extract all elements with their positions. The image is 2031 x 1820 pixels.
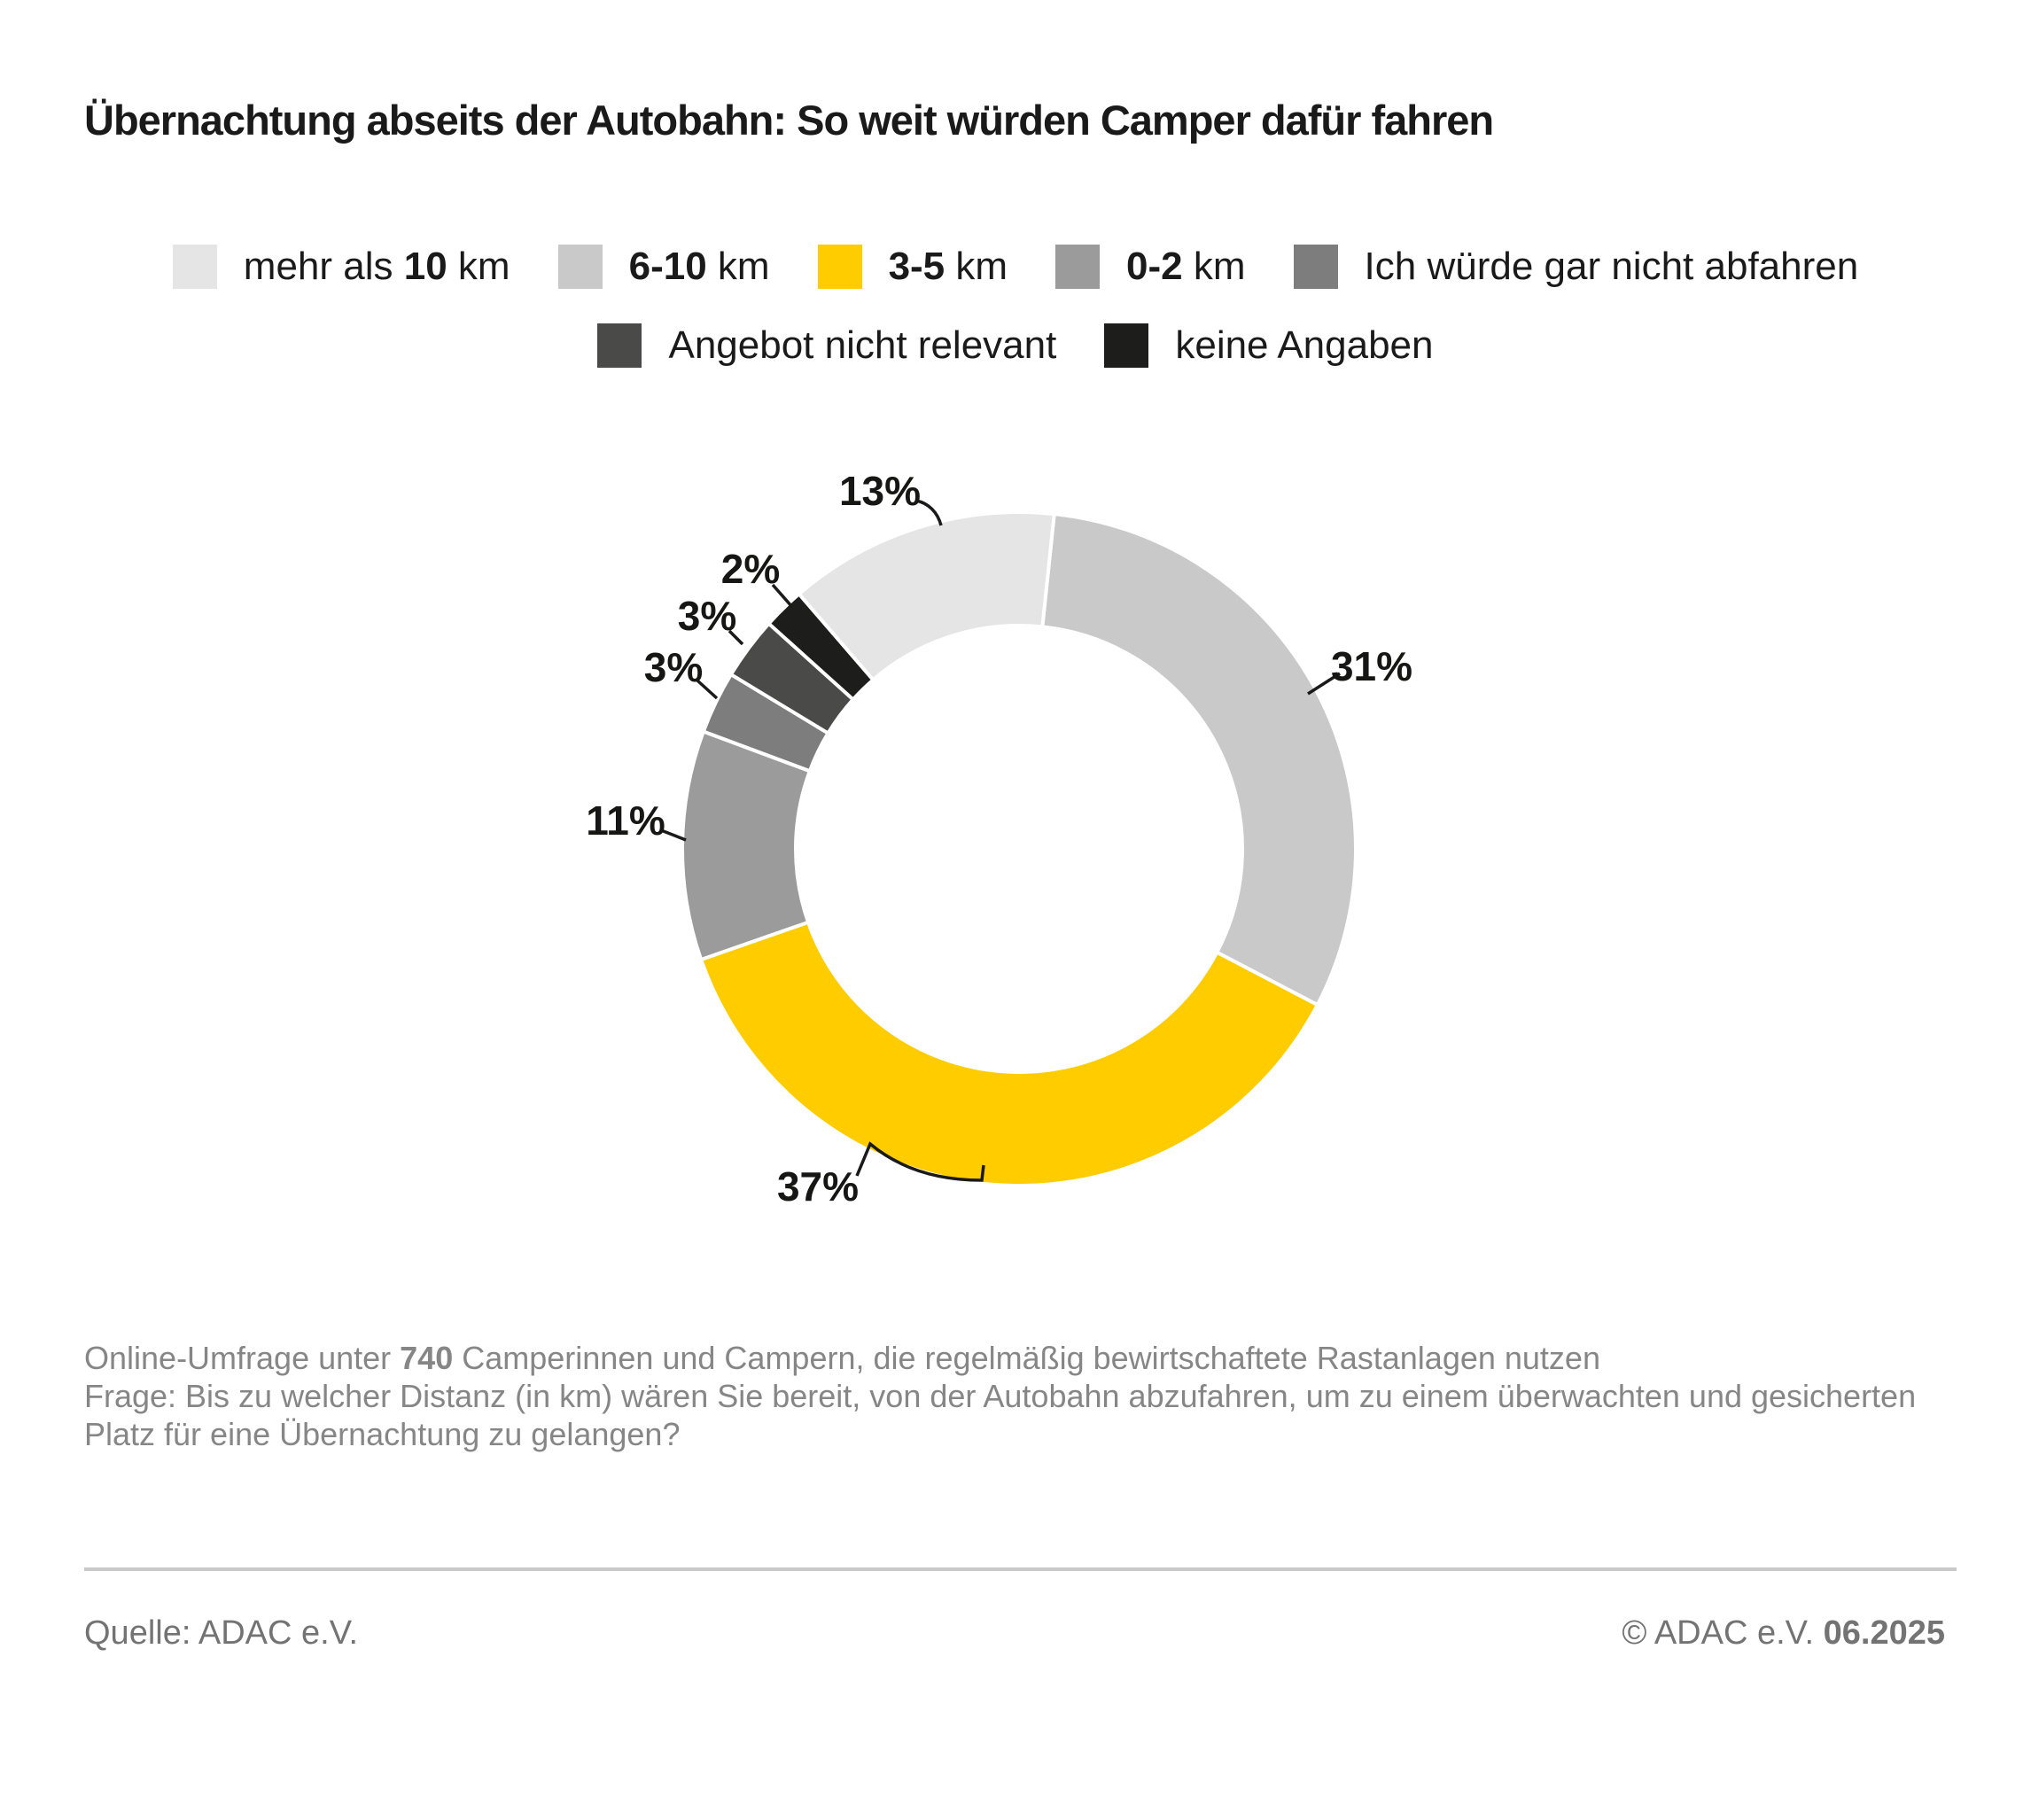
donut-slice-3-5-km xyxy=(698,920,1320,1187)
legend-item-3-5-km: 3-5 km xyxy=(817,245,1008,289)
legend-swatch-icon xyxy=(557,245,603,289)
donut-slice-6-10-km xyxy=(1040,511,1358,1007)
footnote-question: Frage: Bis zu welcher Distanz (in km) wä… xyxy=(84,1377,1917,1452)
slice-value-label: 13% xyxy=(839,468,921,514)
slice-value-label: 37% xyxy=(777,1163,859,1209)
legend-item-angebot-nicht-relevant: Angebot nicht relevant xyxy=(597,323,1056,368)
label-leader-line xyxy=(771,583,794,609)
slice-value-label: 3% xyxy=(678,593,736,639)
legend-item-mehr-als-10-km: mehr als 10 km xyxy=(172,245,510,289)
label-leader-line xyxy=(1307,672,1341,696)
footnote-sample-post: Camperinnen und Campern, die regelmäßig … xyxy=(453,1340,1600,1376)
chart-legend: mehr als 10 km 6-10 km 3-5 km 0-2 km Ich wür… xyxy=(0,245,2031,368)
legend-label: 0-2 km xyxy=(1126,245,1246,288)
donut-chart: 13% 31% 37% 11% 3% 3% 2% xyxy=(496,416,1542,1303)
legend-label: Angebot nicht relevant xyxy=(668,323,1057,367)
slice-value-label: 3% xyxy=(644,644,703,690)
label-leader-line xyxy=(915,499,943,526)
legend-swatch-icon xyxy=(1293,245,1338,289)
horizontal-divider xyxy=(84,1567,1957,1571)
survey-footnote: Online-Umfrage unter 740 Camperinnen und… xyxy=(84,1340,1963,1453)
legend-label: 3-5 km xyxy=(888,245,1008,288)
slice-value-label: 2% xyxy=(721,546,780,592)
source-row: Quelle: ADAC e.V. © ADAC e.V. 06.2025 xyxy=(84,1614,1945,1653)
footnote-sample-line: Online-Umfrage unter 740 Camperinnen und… xyxy=(84,1340,1963,1378)
copyright-date: 06.2025 xyxy=(1823,1614,1945,1652)
legend-label: mehr als 10 km xyxy=(243,245,510,288)
legend-swatch-icon xyxy=(1104,323,1149,368)
label-leader-line xyxy=(728,629,744,646)
legend-item-ich-würde-gar-nicht-abfahren: Ich würde gar nicht abfahren xyxy=(1293,245,1859,289)
legend-label: 6-10 km xyxy=(628,245,770,288)
page-title: Übernachtung abseits der Autobahn: So we… xyxy=(84,97,1494,144)
source-left: Quelle: ADAC e.V. xyxy=(84,1614,359,1652)
legend-swatch-icon xyxy=(1055,245,1101,289)
label-leader-line xyxy=(855,1141,985,1182)
legend-swatch-icon xyxy=(817,245,862,289)
legend-item-0-2-km: 0-2 km xyxy=(1055,245,1246,289)
legend-row-1: mehr als 10 km 6-10 km 3-5 km 0-2 km Ich wür… xyxy=(0,245,2031,289)
label-leader-line xyxy=(660,828,687,842)
donut-chart-svg: 13%31%37%11%3%3%2% xyxy=(586,468,1412,1209)
legend-swatch-icon xyxy=(172,245,217,289)
legend-row-2: Angebot nicht relevant keine Angaben xyxy=(0,323,2031,368)
legend-swatch-icon xyxy=(597,323,642,368)
label-leader-line xyxy=(696,679,719,700)
legend-item-keine-angaben: keine Angaben xyxy=(1104,323,1434,368)
source-right: © ADAC e.V. 06.2025 xyxy=(1622,1614,1945,1653)
legend-label: keine Angaben xyxy=(1175,323,1434,367)
footnote-sample-count: 740 xyxy=(400,1340,454,1376)
copyright-text: © ADAC e.V. xyxy=(1622,1614,1824,1652)
slice-value-label: 31% xyxy=(1331,643,1412,689)
legend-item-6-10-km: 6-10 km xyxy=(557,245,770,289)
slice-value-label: 11% xyxy=(586,797,665,844)
legend-label: Ich würde gar nicht abfahren xyxy=(1364,245,1859,288)
donut-slice-mehr-als-10-km xyxy=(796,510,1056,683)
footnote-sample-pre: Online-Umfrage unter xyxy=(84,1340,401,1376)
